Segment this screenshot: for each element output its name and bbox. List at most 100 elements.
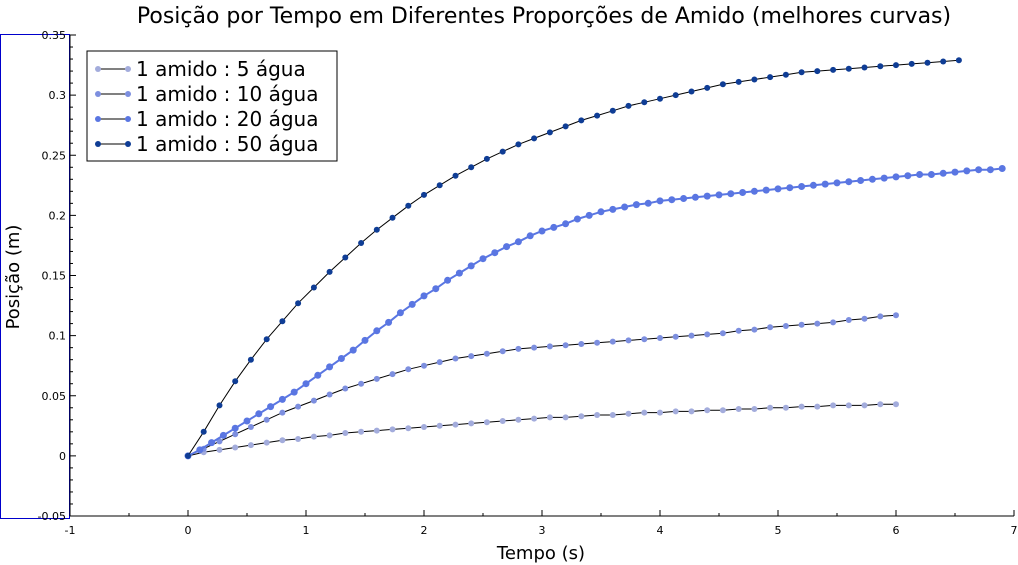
series-1-point bbox=[814, 403, 821, 410]
series-4-point bbox=[421, 191, 427, 198]
series-2-point bbox=[641, 336, 648, 343]
series-3-point bbox=[632, 201, 640, 209]
series-2-point bbox=[688, 332, 695, 339]
series-2-point bbox=[562, 342, 569, 349]
series-1-point bbox=[641, 409, 648, 416]
legend-marker bbox=[125, 66, 131, 72]
series-3-point bbox=[703, 192, 711, 200]
series-3-point bbox=[432, 285, 440, 293]
series-3-point bbox=[491, 249, 499, 257]
series-4-point bbox=[688, 88, 695, 95]
series-4-point bbox=[578, 117, 585, 124]
series-4-point bbox=[483, 155, 490, 162]
series-4-point bbox=[279, 318, 286, 325]
series-3-point bbox=[774, 185, 782, 193]
series-1-point bbox=[893, 401, 899, 408]
series-2-point bbox=[483, 350, 490, 357]
series-3-point bbox=[550, 223, 558, 231]
legend-marker bbox=[125, 91, 131, 97]
series-1-point bbox=[704, 407, 711, 414]
series-3-point bbox=[892, 173, 900, 181]
series-3-point bbox=[373, 327, 381, 335]
legend-marker bbox=[125, 116, 131, 122]
series-2-point bbox=[421, 362, 427, 369]
series-2-point bbox=[232, 431, 239, 438]
series-3-point bbox=[278, 395, 286, 403]
series-1-point bbox=[342, 430, 349, 436]
series-4-point bbox=[373, 226, 380, 233]
series-2-point bbox=[342, 385, 349, 392]
series-3-point bbox=[786, 184, 794, 192]
series-3-point bbox=[573, 215, 581, 223]
series-1-point bbox=[232, 444, 239, 451]
series-3-point bbox=[231, 424, 239, 432]
series-1-point bbox=[515, 416, 522, 423]
series-2-point bbox=[468, 353, 475, 360]
y-tick-label: -0.05 bbox=[38, 510, 66, 523]
series-1-point bbox=[830, 402, 837, 409]
series-2-point bbox=[263, 416, 270, 423]
series-4-point bbox=[263, 336, 270, 343]
series-3-point bbox=[314, 371, 322, 379]
series-2-point bbox=[704, 331, 711, 338]
series-4-point bbox=[704, 84, 711, 91]
y-tick-label: 0.25 bbox=[42, 149, 67, 162]
series-4-point bbox=[955, 57, 962, 64]
series-4-point bbox=[216, 402, 223, 409]
series-3-point bbox=[739, 189, 747, 196]
series-3-point bbox=[326, 363, 334, 371]
series-3-point bbox=[267, 403, 275, 411]
series-2-point bbox=[452, 355, 459, 362]
series-3-point bbox=[479, 255, 487, 263]
series-2-point bbox=[546, 343, 553, 350]
series-1-point bbox=[531, 415, 538, 422]
series-3-point bbox=[349, 346, 357, 354]
series-4-point bbox=[861, 64, 868, 71]
series-line-1 bbox=[187, 403, 896, 457]
series-1-point bbox=[767, 404, 774, 411]
series-1-point bbox=[468, 420, 475, 427]
series-1-point bbox=[672, 408, 679, 415]
y-tick-label: 0.3 bbox=[49, 89, 67, 102]
series-4-point bbox=[940, 58, 947, 65]
series-3-point bbox=[821, 180, 829, 188]
series-line-3 bbox=[187, 167, 1003, 457]
series-4-point bbox=[546, 129, 553, 136]
series-3-point bbox=[503, 243, 511, 251]
series-3-point bbox=[880, 174, 888, 182]
series-1-point bbox=[782, 404, 789, 411]
series-3-point bbox=[290, 388, 298, 396]
series-4-point bbox=[515, 141, 522, 148]
y-tick-label: 0.05 bbox=[42, 390, 67, 403]
series-2-point bbox=[782, 323, 789, 329]
series-3-point bbox=[337, 355, 345, 362]
legend-marker bbox=[95, 66, 101, 72]
series-1-point bbox=[483, 419, 490, 426]
series-1-point bbox=[216, 446, 223, 453]
series-3-point bbox=[986, 166, 994, 174]
x-tick-label: 3 bbox=[539, 524, 546, 537]
series-1-point bbox=[845, 402, 852, 409]
series-3-point bbox=[396, 309, 404, 317]
x-tick-label: -1 bbox=[65, 524, 76, 537]
series-1-point bbox=[310, 433, 317, 440]
series-1-point bbox=[578, 413, 585, 420]
chart-title: Posição por Tempo em Diferentes Proporçõ… bbox=[137, 4, 951, 29]
series-1-point bbox=[877, 401, 884, 408]
series-3-point bbox=[420, 292, 428, 300]
y-tick-label: 0 bbox=[59, 450, 66, 463]
x-tick-label: 7 bbox=[1011, 524, 1018, 537]
x-tick-label: 2 bbox=[421, 524, 428, 537]
series-3-point bbox=[585, 211, 593, 219]
series-3-point bbox=[361, 336, 369, 344]
series-1-point bbox=[247, 442, 254, 449]
series-3-point bbox=[538, 227, 546, 235]
series-1-point bbox=[405, 425, 412, 432]
series-2-point bbox=[389, 371, 396, 378]
series-4-point bbox=[908, 60, 915, 67]
series-3-point bbox=[857, 177, 865, 184]
series-2-point bbox=[735, 327, 742, 334]
series-4-point bbox=[468, 164, 475, 171]
series-1-point bbox=[719, 407, 726, 414]
